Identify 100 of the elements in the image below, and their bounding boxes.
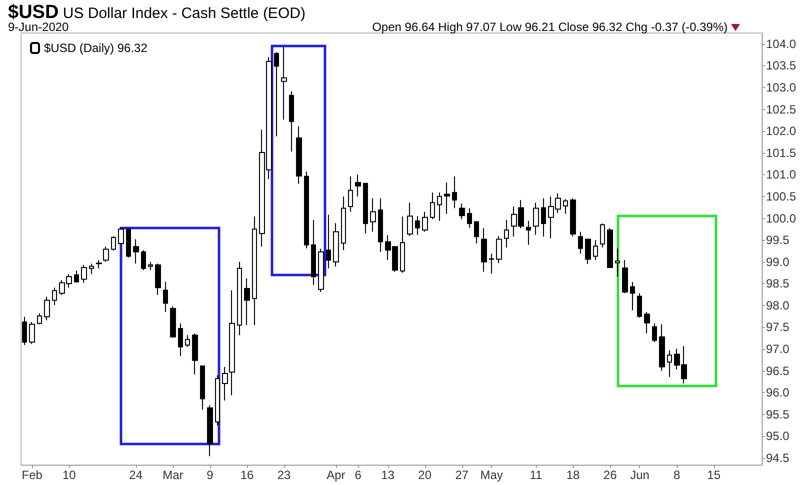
candlestick (659, 324, 665, 372)
candlestick (126, 228, 131, 258)
x-tick-label: 23 (277, 468, 292, 482)
y-tick-label: 99.0 (766, 254, 790, 269)
x-tick-label: 15 (707, 468, 721, 482)
x-tick-label: May (480, 468, 503, 482)
candlestick (96, 260, 102, 269)
candlestick (170, 306, 176, 338)
candlestick (541, 198, 546, 238)
y-tick-label: 101.0 (766, 168, 796, 182)
candlestick (326, 214, 331, 269)
x-tick-label: 24 (129, 468, 143, 482)
candlestick (74, 270, 79, 284)
candlestick (430, 192, 435, 220)
y-tick-label: 99.5 (766, 233, 790, 248)
candlestick (103, 246, 109, 262)
y-tick-label: 96.0 (766, 386, 790, 400)
candlestick (637, 292, 642, 318)
candlestick (178, 322, 183, 357)
candlestick (111, 236, 116, 252)
candlestick (570, 198, 576, 238)
candlestick (400, 216, 405, 274)
candlestick (496, 236, 502, 264)
candlestick (355, 174, 361, 197)
candlestick (141, 250, 146, 271)
candlestick (192, 332, 198, 375)
candlestick (37, 312, 42, 325)
x-tick-label: 27 (455, 468, 469, 482)
y-tick-label: 95.5 (766, 407, 790, 422)
y-tick-label: 98.5 (766, 276, 790, 291)
y-tick-label: 102.5 (766, 102, 796, 116)
candlestick (644, 311, 650, 334)
candlestick (489, 253, 494, 274)
x-tick-label: 10 (62, 468, 76, 482)
y-tick-label: 100.5 (766, 189, 796, 204)
candlestick (607, 228, 613, 268)
candlestick (89, 263, 94, 275)
x-tick-label: 18 (566, 468, 580, 482)
candlestick (348, 176, 353, 212)
candlestick (652, 322, 657, 343)
y-tick-label: 97.0 (766, 342, 790, 356)
y-tick-label: 97.5 (766, 320, 790, 334)
candlestick (407, 202, 413, 237)
candlestick (585, 238, 591, 265)
candlestick (304, 171, 309, 249)
candlestick (437, 192, 442, 222)
candlestick (622, 260, 628, 294)
candlestick (615, 248, 620, 278)
candlestick (155, 263, 161, 296)
x-tick-label: Mar (162, 468, 184, 482)
y-tick-label: 100.0 (766, 211, 796, 226)
candlestick (600, 223, 605, 248)
candlestick (29, 322, 35, 344)
candlestick (363, 182, 368, 234)
y-tick-label: 103.0 (766, 80, 796, 94)
chart-title: $USD US Dollar Index - Cash Settle (EOD) (8, 2, 306, 23)
candlestick (630, 281, 635, 311)
candlestick (252, 216, 257, 326)
candlestick (422, 211, 428, 232)
candlestick (133, 238, 139, 264)
x-tick-label: 11 (530, 468, 543, 482)
candlestick (311, 220, 316, 286)
candlestick (22, 316, 27, 346)
y-tick-label: 101.5 (766, 146, 796, 160)
y-tick-label: 102.0 (766, 124, 796, 138)
candlestick (452, 176, 457, 209)
candlestick (207, 404, 213, 457)
candlestick (481, 228, 487, 272)
candlestick (237, 261, 242, 336)
candlestick (370, 198, 376, 232)
candlestick (341, 196, 346, 251)
candlestick (526, 220, 531, 246)
candlestick (504, 220, 509, 248)
candlestick (148, 261, 153, 271)
candlestick (333, 222, 339, 268)
candlestick (281, 46, 287, 120)
candlestick (459, 202, 465, 220)
candlestick (52, 287, 57, 306)
candlestick (533, 202, 539, 236)
x-tick-label: 6 (354, 468, 362, 482)
candlestick (229, 290, 235, 396)
x-tick-label: 13 (381, 468, 395, 482)
candlestick (222, 366, 228, 401)
candlestick (296, 126, 302, 184)
candlestick (563, 198, 568, 214)
candlestick (81, 264, 87, 284)
candlestick (444, 182, 450, 214)
candlestick (163, 281, 168, 312)
x-tick-label: 9 (206, 468, 214, 482)
candlestick (289, 90, 294, 152)
candlestick (593, 240, 598, 261)
y-tick-label: 96.5 (766, 364, 790, 378)
y-tick-label: 98.0 (766, 298, 790, 312)
candlestick (118, 228, 124, 244)
candlestick (200, 366, 205, 410)
y-tick-label: 95.0 (766, 429, 790, 444)
annotation: Open 96.64 High 97.07 Low 96.21 Close 96.32 Chg -0.37 (-0.39%) (372, 20, 728, 34)
x-tick-label: Apr (326, 468, 346, 482)
candlestick (474, 221, 479, 244)
x-tick-label: 26 (603, 468, 618, 482)
